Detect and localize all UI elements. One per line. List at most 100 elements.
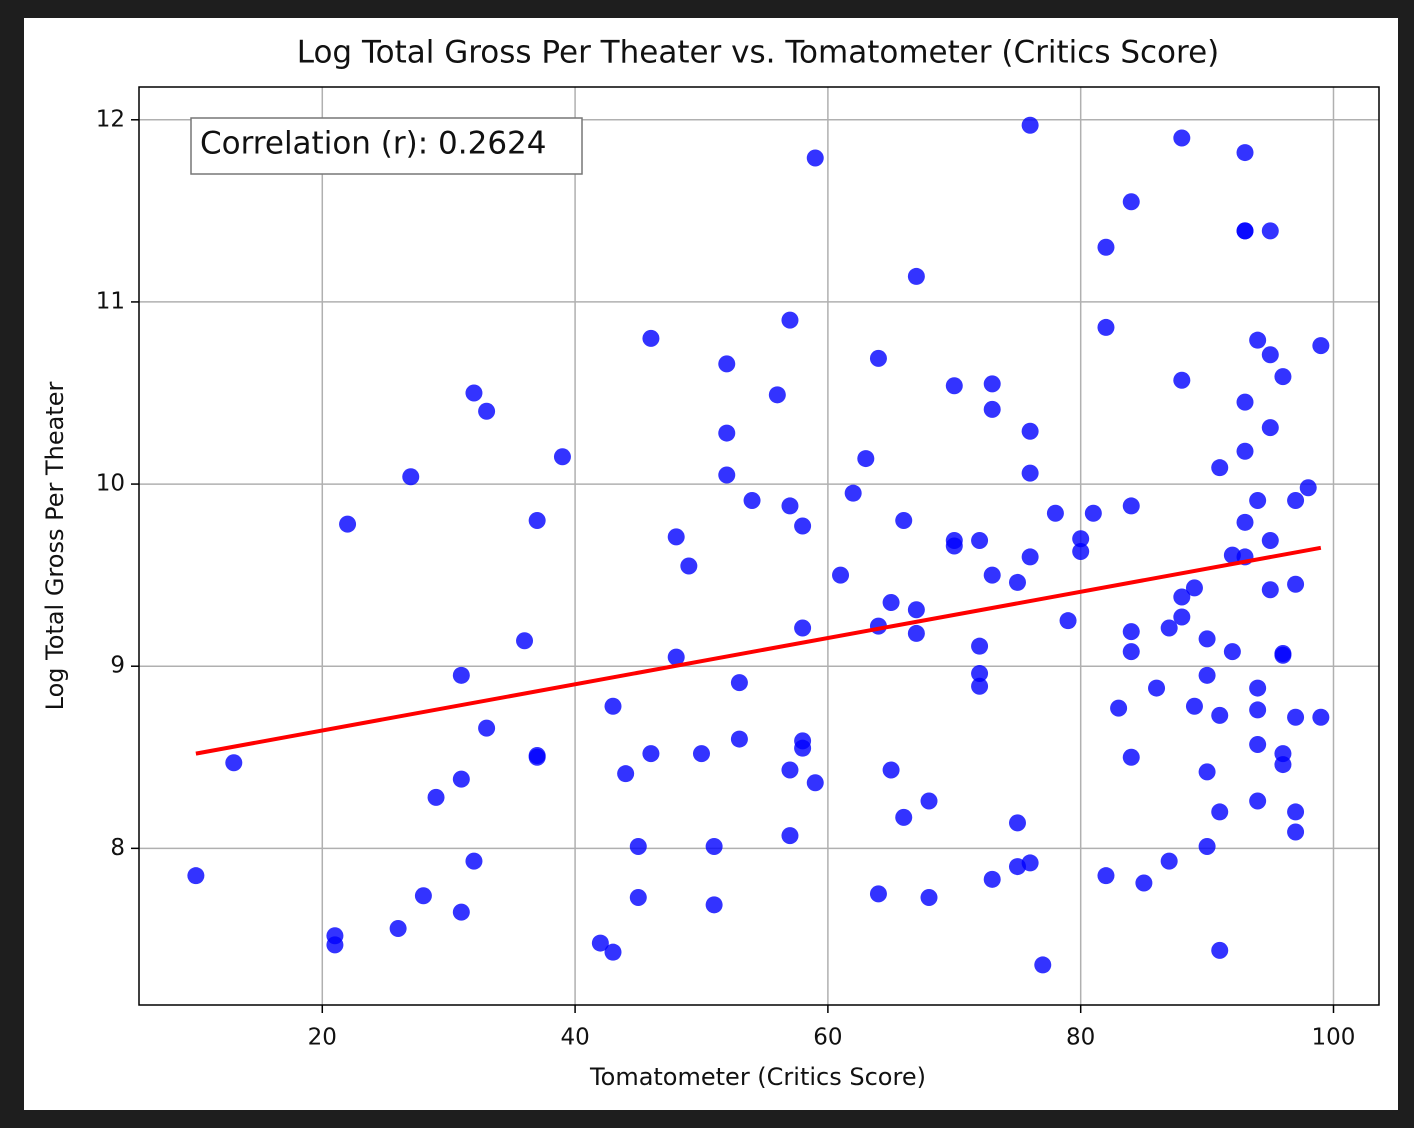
- scatter-point: [1211, 803, 1229, 821]
- scatter-point: [730, 730, 748, 748]
- annotation: Correlation (r): 0.2624: [200, 126, 547, 162]
- scatter-point: [1249, 701, 1267, 719]
- y-tick-label: 11: [96, 288, 125, 314]
- plot-frame: [138, 86, 1380, 1006]
- scatter-point: [1249, 679, 1267, 697]
- scatter-point: [1261, 222, 1279, 240]
- scatter-point: [1287, 803, 1305, 821]
- y-tick-label: 12: [96, 106, 125, 132]
- scatter-point: [1287, 491, 1305, 509]
- x-tick-label: 20: [308, 1025, 337, 1051]
- scatter-point: [907, 267, 925, 285]
- scatter-point: [326, 936, 344, 954]
- scatter-point: [1236, 393, 1254, 411]
- scatter-point: [1160, 852, 1178, 870]
- scatter-point: [604, 697, 622, 715]
- scatter-point: [983, 870, 1001, 888]
- scatter-point: [465, 384, 483, 402]
- scatter-point: [832, 566, 850, 584]
- scatter-point: [983, 566, 1001, 584]
- scatter-point: [1249, 792, 1267, 810]
- scatter-point: [920, 889, 938, 907]
- chart-title: Log Total Gross Per Theater vs. Tomatome…: [297, 35, 1220, 71]
- scatter-point: [705, 896, 723, 914]
- scatter-point: [1211, 459, 1229, 477]
- scatter-point: [1097, 867, 1115, 885]
- scatter-point: [1021, 116, 1039, 134]
- scatter-point: [389, 920, 407, 937]
- scatter-point: [1287, 823, 1305, 841]
- scatter-point: [971, 637, 989, 655]
- scatter-point: [604, 943, 622, 961]
- scatter-point: [402, 468, 420, 486]
- scatter-point: [781, 311, 799, 329]
- scatter-point: [781, 497, 799, 515]
- scatter-point: [1185, 579, 1203, 597]
- scatter-point: [920, 792, 938, 810]
- scatter-point: [1160, 619, 1178, 637]
- scatter-point: [528, 748, 546, 766]
- scatter-point: [971, 665, 989, 682]
- scatter-point: [806, 149, 824, 167]
- scatter-point: [629, 889, 647, 907]
- scatter-point: [1021, 422, 1039, 440]
- scatter-point: [465, 852, 483, 870]
- scatter-point: [857, 450, 875, 468]
- scatter-point: [1122, 623, 1140, 641]
- scatter-point: [869, 349, 887, 367]
- scatter-point: [1097, 238, 1115, 256]
- x-tick-label: 100: [1312, 1025, 1356, 1051]
- x-axis-label: Tomatometer (Critics Score): [589, 1063, 926, 1091]
- scatter-point: [907, 601, 925, 619]
- scatter-point: [1034, 956, 1052, 974]
- scatter-point: [882, 593, 900, 611]
- scatter-point: [1274, 646, 1292, 664]
- scatter-point: [1148, 679, 1166, 697]
- scatter-point: [692, 745, 710, 763]
- y-tick-label: 9: [110, 653, 125, 679]
- scatter-point: [478, 719, 496, 737]
- scatter-point: [743, 491, 761, 509]
- scatter-point: [1173, 129, 1191, 147]
- scatter-point: [1261, 346, 1279, 364]
- scatter-point: [718, 355, 736, 373]
- scatter-point: [1122, 748, 1140, 766]
- scatter-point: [1198, 838, 1216, 856]
- scatter-point: [794, 739, 812, 757]
- scatter-point: [971, 532, 989, 550]
- scatter-point: [945, 537, 963, 555]
- scatter-point: [1261, 581, 1279, 599]
- scatter-point: [1110, 699, 1128, 717]
- scatter-point: [1274, 368, 1292, 386]
- scatter-point: [591, 934, 609, 952]
- scatter-point: [1122, 193, 1140, 211]
- scatter-point: [1122, 643, 1140, 661]
- scatter-point: [1021, 464, 1039, 482]
- scatter-point: [1046, 504, 1064, 522]
- scatter-point: [1236, 442, 1254, 460]
- scatter-point: [895, 808, 913, 826]
- scatter-point: [339, 515, 357, 533]
- scatter-point: [1223, 546, 1241, 564]
- scatter-point: [1173, 588, 1191, 606]
- scatter-point: [629, 838, 647, 856]
- scatter-point: [1287, 575, 1305, 593]
- scatter-point: [1236, 222, 1254, 240]
- scatter-point: [225, 754, 243, 772]
- y-axis-label: Log Total Gross Per Theater: [41, 382, 69, 711]
- scatter-point: [1059, 612, 1077, 630]
- y-tick-label: 10: [96, 471, 125, 497]
- scatter-point: [983, 375, 1001, 393]
- x-tick-label: 60: [813, 1025, 842, 1051]
- scatter-point: [1211, 941, 1229, 959]
- scatter-point: [414, 887, 432, 905]
- scatter-point: [794, 517, 812, 535]
- scatter-point: [1261, 419, 1279, 437]
- scatter-point: [1211, 706, 1229, 724]
- scatter-point: [452, 666, 470, 684]
- x-tick-label: 80: [1066, 1025, 1095, 1051]
- scatter-point: [794, 619, 812, 637]
- annotation-box: [190, 117, 583, 175]
